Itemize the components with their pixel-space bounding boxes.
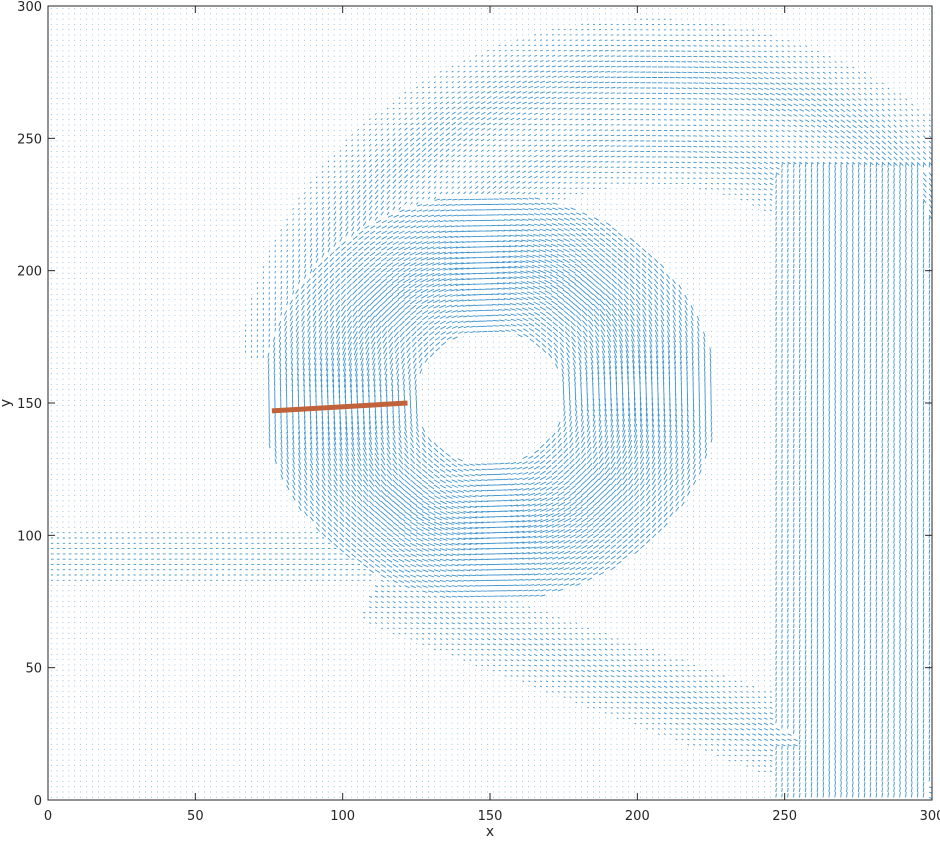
y-axis: 0 50 100 150 200 250 300	[17, 0, 932, 809]
x-tick-label: 100	[330, 809, 355, 824]
y-tick-label: 150	[17, 397, 42, 412]
x-tick-label: 250	[772, 809, 797, 824]
y-tick-label: 200	[17, 265, 42, 280]
x-axis: 0 50 100 150 200 250 300	[44, 6, 940, 824]
y-tick-label: 250	[17, 132, 42, 147]
segment-line	[271, 400, 408, 414]
vector-field	[50, 8, 932, 800]
x-tick-label: 300	[920, 809, 940, 824]
segment-series	[271, 400, 408, 414]
y-tick-label: 50	[25, 662, 42, 677]
y-tick-label: 100	[17, 529, 42, 544]
y-axis-label: y	[0, 399, 14, 407]
x-tick-label: 0	[44, 809, 52, 824]
plot-area-background	[48, 6, 932, 800]
x-tick-label: 50	[187, 809, 204, 824]
vector-arrows	[50, 8, 932, 800]
y-tick-label: 300	[17, 0, 42, 15]
y-tick-label: 0	[34, 794, 42, 809]
x-axis-label: x	[486, 824, 494, 838]
x-tick-label: 150	[478, 809, 503, 824]
x-tick-label: 200	[625, 809, 650, 824]
